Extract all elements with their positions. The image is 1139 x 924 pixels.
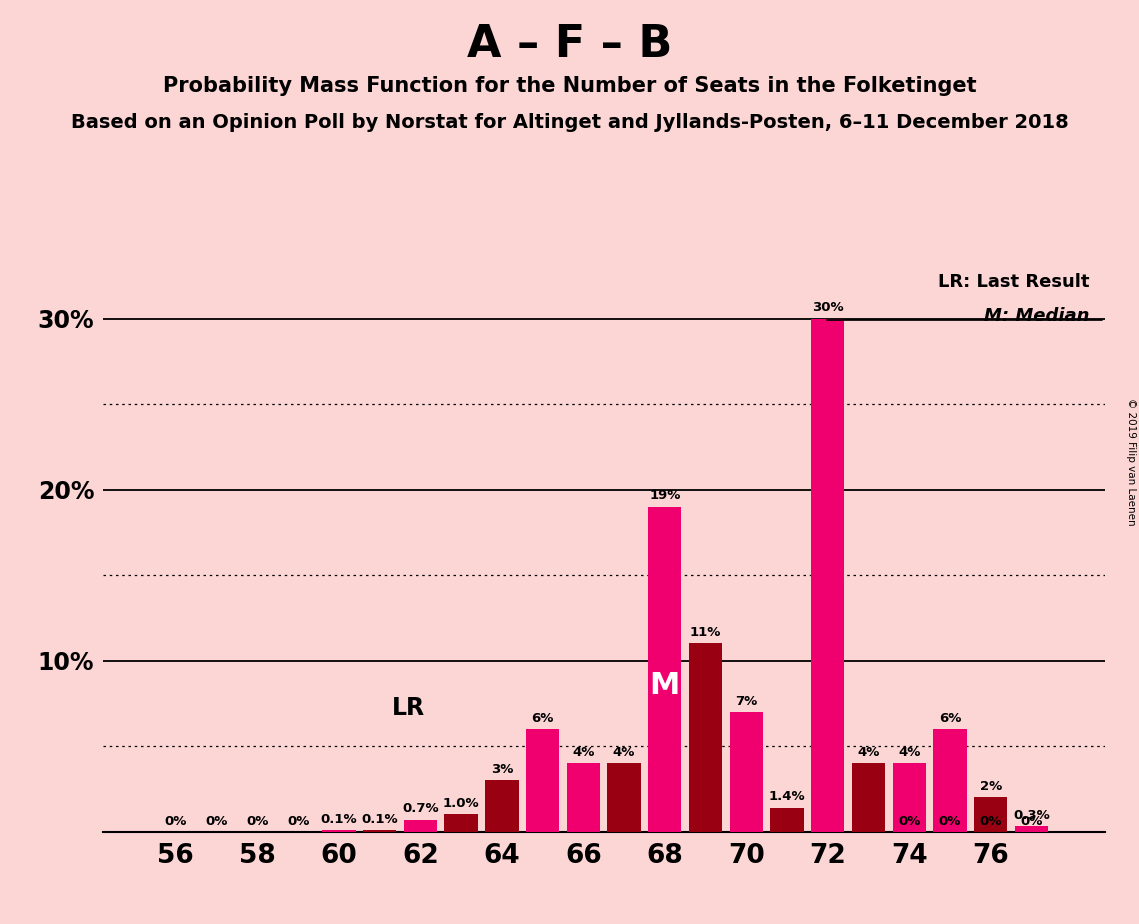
Text: 19%: 19% (649, 490, 680, 503)
Text: LR: Last Result: LR: Last Result (939, 274, 1090, 291)
Text: 0%: 0% (205, 815, 228, 828)
Text: 1.0%: 1.0% (443, 797, 480, 810)
Text: 0%: 0% (898, 815, 920, 828)
Text: 4%: 4% (613, 746, 636, 759)
Bar (403, 820, 437, 832)
Text: 0.7%: 0.7% (402, 802, 439, 815)
Text: 7%: 7% (735, 695, 757, 708)
Text: 1.4%: 1.4% (769, 790, 805, 803)
Bar (689, 643, 722, 832)
Bar (566, 763, 600, 832)
Bar (485, 780, 518, 832)
Bar (322, 830, 355, 832)
Bar (730, 711, 763, 832)
Text: 0%: 0% (165, 815, 187, 828)
Text: 0%: 0% (980, 815, 1002, 828)
Text: A – F – B: A – F – B (467, 23, 672, 67)
Bar (893, 763, 926, 832)
Text: Based on an Opinion Poll by Norstat for Altinget and Jyllands-Posten, 6–11 Decem: Based on an Opinion Poll by Norstat for … (71, 113, 1068, 132)
Bar (974, 797, 1008, 832)
Text: M: M (649, 671, 680, 699)
Text: 6%: 6% (532, 711, 554, 724)
Bar (1015, 826, 1048, 832)
Text: 4%: 4% (858, 746, 879, 759)
Text: LR: LR (392, 697, 425, 721)
Bar (933, 729, 967, 832)
Text: 4%: 4% (572, 746, 595, 759)
Bar (363, 830, 396, 832)
Bar (526, 729, 559, 832)
Text: 0.1%: 0.1% (320, 812, 358, 826)
Text: 0.3%: 0.3% (1013, 809, 1050, 822)
Bar (852, 763, 885, 832)
Text: 0%: 0% (939, 815, 961, 828)
Bar (648, 506, 681, 832)
Text: M: Median: M: Median (984, 308, 1090, 325)
Text: 0%: 0% (287, 815, 310, 828)
Text: 2%: 2% (980, 780, 1002, 793)
Text: 6%: 6% (939, 711, 961, 724)
Text: © 2019 Filip van Laenen: © 2019 Filip van Laenen (1125, 398, 1136, 526)
Text: 11%: 11% (690, 626, 721, 639)
Bar (444, 814, 477, 832)
Bar (607, 763, 641, 832)
Bar (770, 808, 804, 832)
Text: 4%: 4% (898, 746, 920, 759)
Text: Probability Mass Function for the Number of Seats in the Folketinget: Probability Mass Function for the Number… (163, 76, 976, 96)
Text: 0.1%: 0.1% (361, 812, 398, 826)
Bar (811, 319, 844, 832)
Text: 0%: 0% (246, 815, 269, 828)
Text: 30%: 30% (812, 301, 844, 314)
Text: 0%: 0% (1021, 815, 1042, 828)
Text: 3%: 3% (491, 763, 513, 776)
